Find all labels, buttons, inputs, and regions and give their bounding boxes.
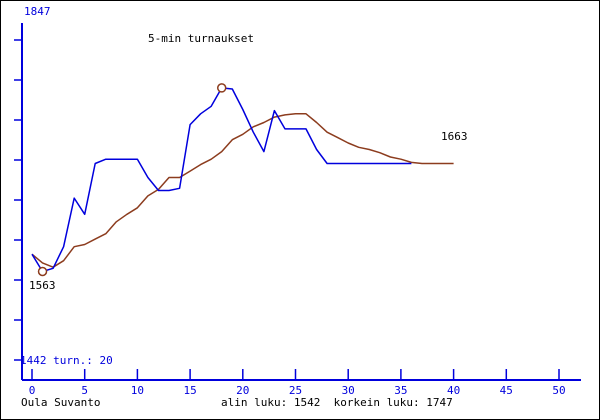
x-axis-tick-label: 45	[499, 384, 513, 397]
x-axis-tick-label: 15	[183, 384, 197, 397]
high-point-marker	[216, 83, 227, 93]
x-axis-tick-label: 10	[130, 384, 145, 397]
x-axis-tick-label: 20	[236, 384, 250, 397]
x-axis-tick-label: 40	[446, 384, 461, 397]
y-axis-min-label: 1442 turn.: 20	[20, 354, 113, 367]
x-axis-tick-label: 5	[81, 384, 88, 397]
x-axis-tick-label: 50	[552, 384, 566, 397]
author-label: Oula Suvanto	[21, 396, 101, 409]
x-axis-tick-label: 25	[288, 384, 303, 397]
final-value-annotation: 1663	[441, 130, 468, 143]
y-axis-max-label: 1847	[24, 5, 51, 18]
low-point-marker	[37, 266, 48, 277]
chart-title: 5-min turnaukset	[148, 32, 254, 45]
x-axis-tick-label: 0	[28, 384, 36, 397]
x-axis-tick-label: 35	[394, 384, 408, 397]
rating-line	[31, 87, 412, 273]
moving-average-line	[31, 113, 454, 268]
stats-label: alin luku: 1542 korkein luku: 1747	[221, 396, 453, 409]
x-axis-tick-label: 30	[341, 384, 355, 397]
low-point-annotation: 1563	[29, 279, 56, 292]
